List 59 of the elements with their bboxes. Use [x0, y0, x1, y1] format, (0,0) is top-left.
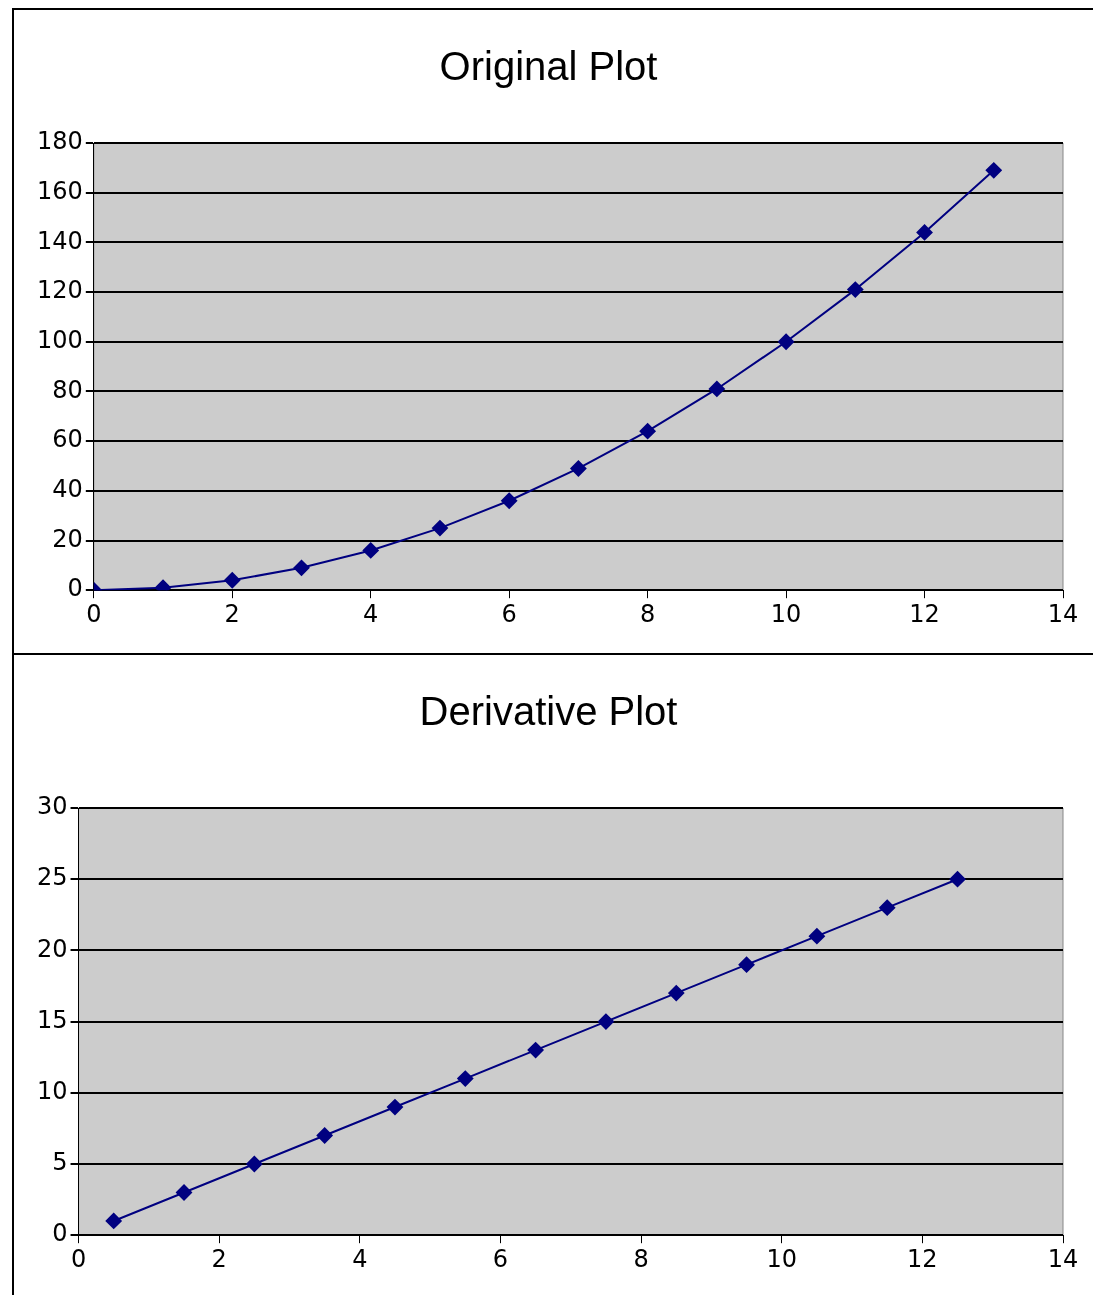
- y-tick-label: 0: [67, 574, 83, 603]
- y-tick-label: 20: [52, 524, 83, 553]
- y-tick-label: 10: [36, 1077, 68, 1106]
- point: [386, 1099, 403, 1116]
- y-tick-label: 40: [52, 475, 83, 504]
- x-tick-label: 8: [639, 599, 656, 628]
- point: [527, 1042, 544, 1059]
- point: [224, 572, 241, 589]
- x-tick-label: 12: [907, 1244, 938, 1273]
- y-tick-label: 60: [52, 425, 83, 454]
- x-tick-label: 6: [492, 1244, 509, 1273]
- point: [879, 899, 896, 916]
- y-tick-label: 15: [36, 1005, 68, 1034]
- point: [808, 928, 825, 945]
- y-tick-label: 140: [37, 226, 83, 255]
- y-tick-label: 180: [37, 127, 83, 156]
- chart-title: Derivative Plot: [419, 689, 678, 734]
- y-tick-label: 5: [52, 1148, 68, 1177]
- point: [597, 1013, 614, 1030]
- point: [570, 460, 587, 477]
- point: [246, 1156, 263, 1172]
- point: [916, 224, 933, 241]
- x-tick-label: 10: [766, 1244, 797, 1273]
- point: [501, 492, 518, 509]
- y-tick-label: 25: [36, 863, 68, 892]
- x-tick-label: 6: [501, 599, 517, 628]
- x-tick-label: 0: [86, 599, 102, 628]
- y-tick-label: 20: [36, 934, 68, 963]
- point: [738, 956, 755, 973]
- point: [639, 423, 656, 440]
- x-tick-label: 8: [633, 1244, 649, 1273]
- x-tick-label: 14: [1047, 1244, 1079, 1273]
- point: [293, 559, 310, 576]
- x-tick-label: 10: [770, 599, 802, 628]
- point: [105, 1212, 122, 1229]
- point: [668, 985, 685, 1002]
- point: [431, 520, 448, 537]
- point: [457, 1070, 474, 1087]
- y-tick-label: 100: [37, 325, 83, 354]
- point: [985, 162, 1002, 179]
- point: [316, 1127, 333, 1144]
- x-tick-label: 2: [224, 599, 240, 628]
- x-tick-label: 4: [363, 599, 379, 628]
- point: [778, 333, 795, 350]
- y-tick-label: 120: [37, 276, 83, 305]
- chart-title: Original Plot: [439, 44, 658, 89]
- y-tick-label: 160: [37, 176, 83, 205]
- y-tick-label: 0: [52, 1219, 68, 1248]
- point: [362, 542, 379, 559]
- y-tick-label: 30: [36, 792, 68, 821]
- point: [708, 380, 725, 397]
- y-tick-label: 80: [52, 375, 83, 404]
- point: [949, 871, 966, 888]
- x-tick-label: 2: [211, 1244, 227, 1273]
- x-tick-label: 4: [352, 1244, 368, 1273]
- x-tick-label: 14: [1047, 599, 1079, 628]
- point: [176, 1184, 193, 1201]
- point: [847, 281, 864, 298]
- x-tick-label: 12: [909, 599, 940, 628]
